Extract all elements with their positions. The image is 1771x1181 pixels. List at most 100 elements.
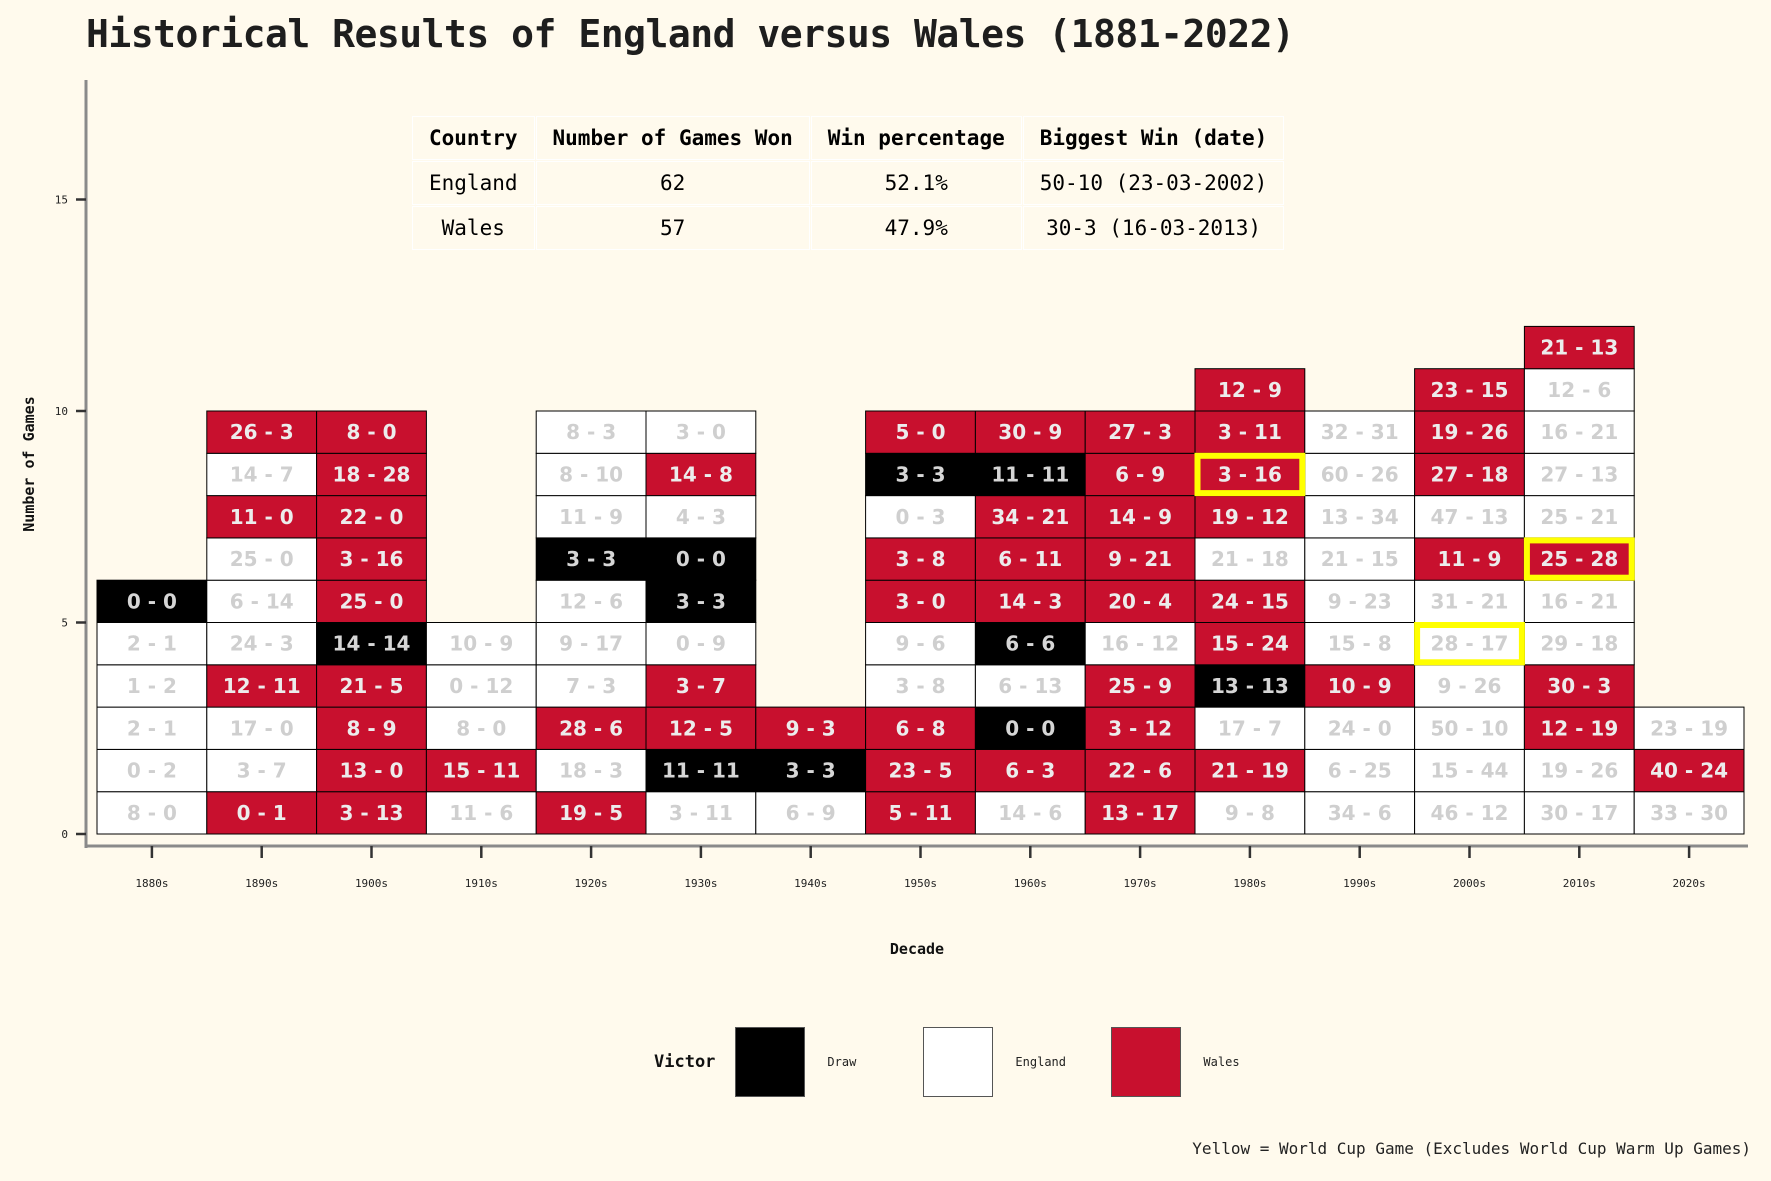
game-score-label: 14 - 7 xyxy=(230,462,294,486)
game-tile xyxy=(1414,748,1525,793)
game-tile xyxy=(96,579,208,624)
game-score-label: 0 - 0 xyxy=(1005,716,1055,740)
game-score-label: 40 - 24 xyxy=(1650,759,1728,783)
cell-biggest-win: 30-3 (16-03-2013) xyxy=(1023,207,1284,249)
game-tile xyxy=(1523,706,1635,750)
game-tile xyxy=(206,410,318,454)
game-tile xyxy=(535,537,647,581)
game-score-label: 9 - 3 xyxy=(786,716,836,740)
axes-layer: 0 5 10 15 1880s 1890s 1900s 1910s 1920s 1930s 1940… xyxy=(20,80,1748,958)
game-score-label: 21 - 15 xyxy=(1321,547,1399,571)
game-tile xyxy=(1414,452,1525,497)
game-tile xyxy=(96,706,208,750)
y-tick-label: 10 xyxy=(55,405,68,418)
game-score-label: 20 - 4 xyxy=(1108,589,1172,613)
game-score-label: 3 - 0 xyxy=(676,420,726,444)
game-tile xyxy=(974,706,1086,750)
cell-win-percentage: 52.1% xyxy=(811,162,1021,204)
game-tile xyxy=(865,495,976,539)
game-score-label: 0 - 0 xyxy=(676,547,726,571)
cell-biggest-win: 50-10 (23-03-2002) xyxy=(1023,162,1284,204)
game-tile xyxy=(535,706,647,750)
game-score-label: 34 - 6 xyxy=(1328,801,1392,825)
game-score-label: 14 - 9 xyxy=(1108,505,1172,529)
game-tile xyxy=(1194,537,1306,581)
game-score-label: 3 - 0 xyxy=(895,589,945,613)
game-tile xyxy=(535,495,647,539)
game-score-label: 21 - 18 xyxy=(1211,547,1289,571)
legend-swatch-england xyxy=(923,1027,994,1097)
game-score-label: 24 - 15 xyxy=(1211,589,1289,613)
game-tile xyxy=(1194,368,1306,412)
game-tile xyxy=(1633,791,1745,835)
game-score-label: 10 - 9 xyxy=(449,632,513,656)
game-score-label: 25 - 0 xyxy=(230,547,294,571)
game-tile xyxy=(1304,495,1416,539)
game-score-label: 3 - 7 xyxy=(676,674,726,698)
game-score-label: 15 - 44 xyxy=(1431,759,1509,783)
game-score-label: 3 - 8 xyxy=(895,674,945,698)
game-tile xyxy=(316,410,427,454)
game-tile xyxy=(645,410,757,454)
game-tile xyxy=(1414,706,1525,750)
game-score-label: 31 - 21 xyxy=(1431,589,1509,613)
game-score-label: 6 - 11 xyxy=(998,547,1062,571)
game-score-label: 3 - 12 xyxy=(1108,716,1172,740)
cell-country: Wales xyxy=(413,207,534,249)
legend-item-england: England xyxy=(923,1027,1093,1097)
game-score-label: 21 - 19 xyxy=(1211,759,1289,783)
game-tile xyxy=(1414,664,1525,708)
game-tile xyxy=(974,622,1086,666)
game-score-label: 8 - 9 xyxy=(346,716,396,740)
game-score-label: 19 - 26 xyxy=(1540,759,1618,783)
game-tile xyxy=(1304,622,1416,666)
game-score-label: 23 - 19 xyxy=(1650,716,1728,740)
game-score-label: 25 - 28 xyxy=(1540,547,1618,571)
game-score-label: 18 - 28 xyxy=(333,462,411,486)
game-tile xyxy=(865,706,976,750)
game-tile xyxy=(535,452,647,497)
cell-country: England xyxy=(413,162,534,204)
game-tile xyxy=(1523,452,1635,497)
game-tile xyxy=(316,452,427,497)
game-tile xyxy=(1523,410,1635,454)
game-score-label: 21 - 13 xyxy=(1540,336,1618,360)
game-tile xyxy=(1194,791,1306,835)
game-score-label: 3 - 11 xyxy=(669,801,733,825)
game-score-label: 8 - 3 xyxy=(566,420,616,444)
game-score-label: 14 - 6 xyxy=(998,801,1062,825)
game-tile xyxy=(1304,537,1416,581)
game-score-label: 16 - 12 xyxy=(1101,632,1179,656)
legend-label-wales: Wales xyxy=(1203,1055,1240,1069)
game-tile xyxy=(1194,452,1306,497)
summary-table-header-row: Country Number of Games Won Win percenta… xyxy=(413,117,1284,159)
legend-swatch-draw xyxy=(735,1027,806,1097)
header-win-percentage: Win percentage xyxy=(811,117,1021,159)
game-tile xyxy=(535,622,647,666)
game-score-label: 6 - 25 xyxy=(1328,759,1392,783)
game-score-label: 22 - 0 xyxy=(340,505,404,529)
game-tile xyxy=(1084,664,1196,708)
game-score-label: 0 - 0 xyxy=(127,589,177,613)
game-score-label: 3 - 16 xyxy=(1218,462,1282,486)
game-tile xyxy=(755,748,867,793)
game-score-label: 6 - 13 xyxy=(998,674,1062,698)
summary-row-wales: Wales 57 47.9% 30-3 (16-03-2013) xyxy=(413,207,1284,249)
x-tick-label: 1940s xyxy=(794,877,827,890)
game-score-label: 16 - 21 xyxy=(1540,589,1618,613)
game-score-label: 33 - 30 xyxy=(1650,801,1728,825)
y-axis-title: Number of Games xyxy=(20,396,38,531)
game-tile xyxy=(1194,706,1306,750)
game-score-label: 3 - 7 xyxy=(237,759,287,783)
game-score-label: 8 - 0 xyxy=(127,801,177,825)
game-score-label: 24 - 3 xyxy=(230,632,294,656)
game-tile xyxy=(1633,748,1745,793)
game-score-label: 23 - 5 xyxy=(889,759,953,783)
game-score-label: 11 - 6 xyxy=(449,801,513,825)
game-score-label: 3 - 3 xyxy=(786,759,836,783)
game-tile xyxy=(974,410,1086,454)
game-score-label: 22 - 6 xyxy=(1108,759,1172,783)
header-biggest-win: Biggest Win (date) xyxy=(1023,117,1284,159)
game-score-label: 7 - 3 xyxy=(566,674,616,698)
tiles-layer: 8 - 0 0 - 2 2 - 1 1 - 2 2 - 1 0 - 0 0 - 1 3 - 7… xyxy=(96,325,1745,835)
